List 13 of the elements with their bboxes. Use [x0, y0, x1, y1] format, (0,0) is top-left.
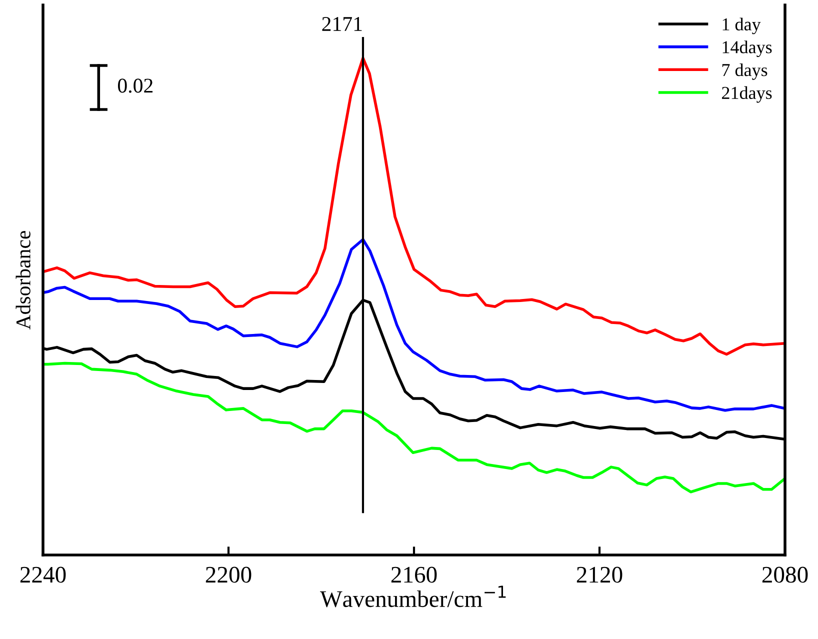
legend-label: 21days	[722, 86, 772, 103]
x-tick-label: 2160	[391, 566, 437, 583]
x-tick-label: 2200	[206, 566, 252, 583]
y-axis-title: Adsorbance	[16, 230, 30, 330]
annotation: 0.02	[118, 78, 153, 93]
x-axis-title: Wavenumber/cm$^{−1}$	[320, 586, 506, 608]
legend-label: 1 day	[722, 18, 761, 34]
ref-line-label: 2171	[322, 17, 362, 31]
x-tick-label: 2120	[576, 566, 622, 583]
legend-label: 7 days	[722, 63, 768, 80]
x-tick-label: 2240	[20, 566, 66, 583]
x-tick-label: 2080	[762, 566, 808, 583]
legend-label: 14days	[722, 40, 772, 58]
